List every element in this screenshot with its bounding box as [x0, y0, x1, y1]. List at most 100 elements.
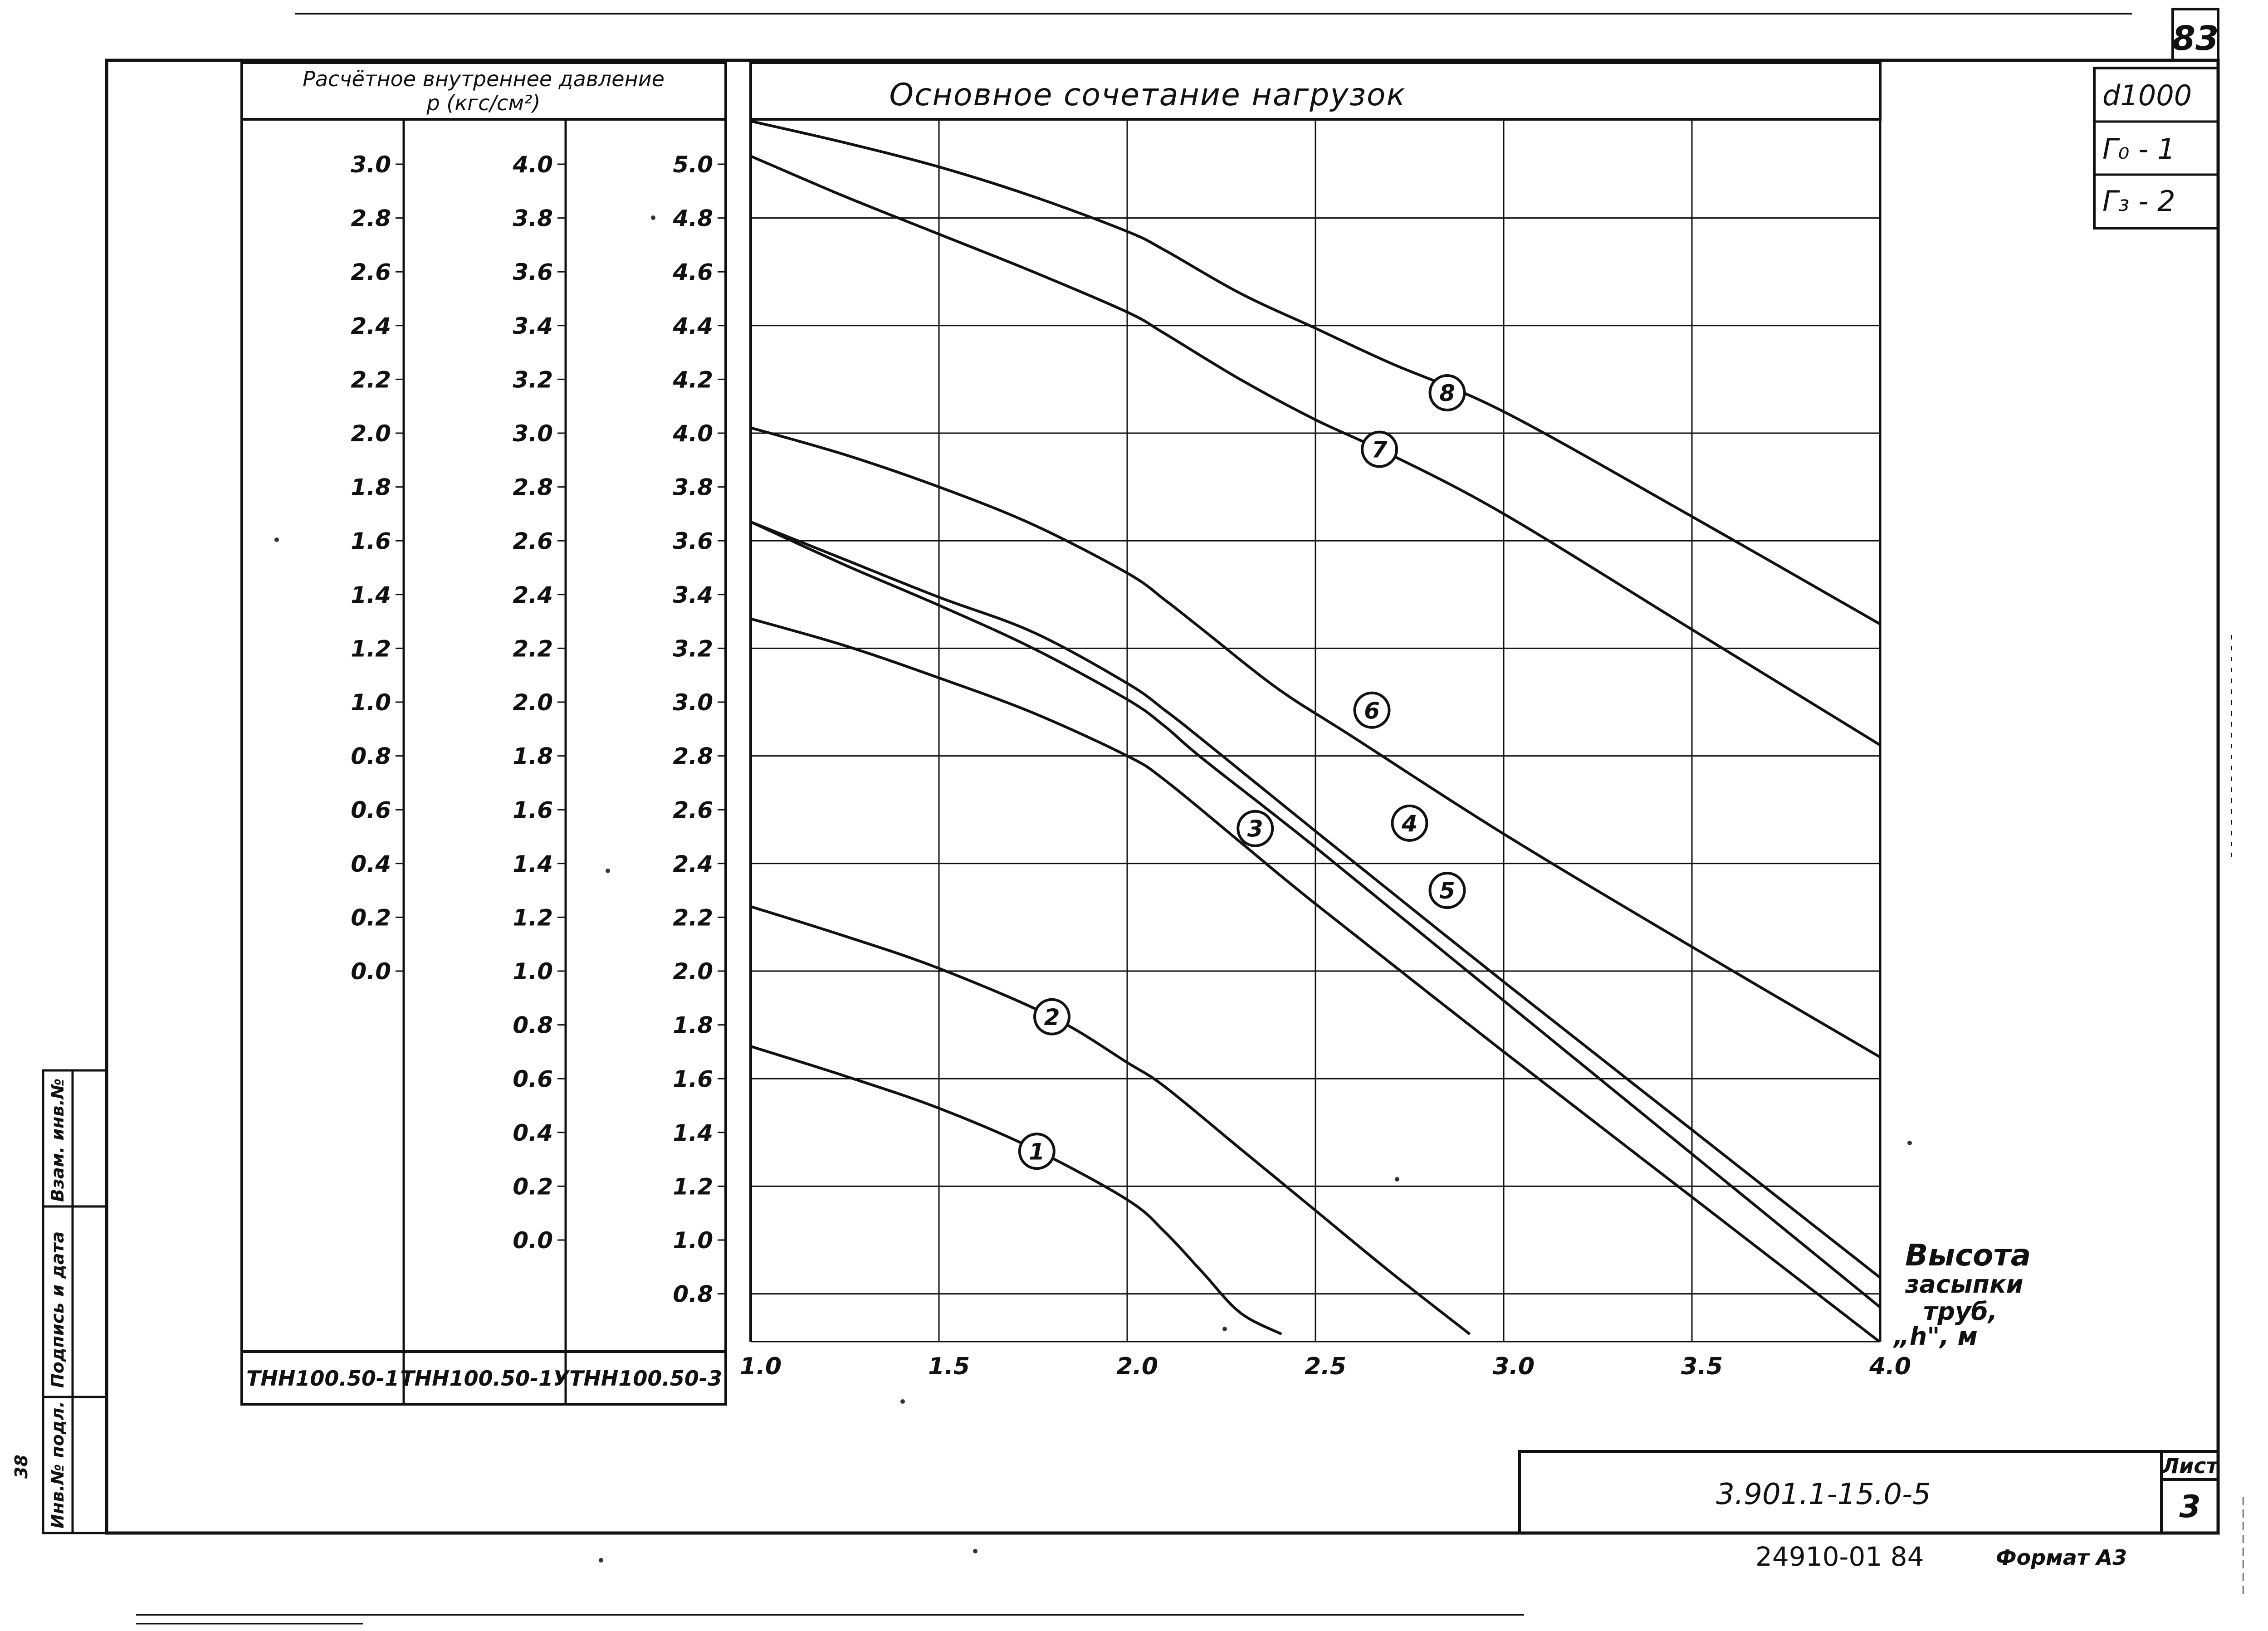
pressure-tick-label: 1.4 [351, 582, 391, 608]
pressure-table [240, 61, 727, 1406]
pressure-tick-label: 2.6 [351, 259, 391, 285]
format-label: Формат А3 [1996, 1545, 2127, 1570]
pressure-tick-label: 2.0 [351, 420, 391, 447]
pressure-tick-label: 3.2 [513, 366, 553, 393]
pressure-tick-label: 2.4 [351, 313, 391, 339]
pressure-tick-label: 1.8 [351, 474, 391, 501]
curve-marker-4 [1391, 804, 1428, 842]
footer-code: 24910-01 84 [1755, 1541, 1924, 1572]
pressure-tick-label: 0.4 [513, 1120, 553, 1146]
doc-code: 3.901.1-15.0-5 [1716, 1478, 1931, 1511]
pressure-tick-label: 1.2 [351, 635, 391, 662]
chart-grid [750, 119, 1881, 1343]
side-label-sign: Подпись и дата [48, 1231, 68, 1388]
pressure-tick-label: 2.0 [673, 958, 713, 985]
pressure-header-line1: Расчётное внутреннее давление [303, 67, 665, 91]
pressure-tick-label: 3.8 [513, 205, 553, 232]
stamp-g3: Г₃ - 2 [2102, 185, 2175, 218]
pressure-tick-label: 3.4 [513, 313, 553, 339]
curve-2 [751, 905, 1471, 1335]
pressure-tick-label: 1.8 [513, 743, 553, 770]
curve-label-6: 6 [1364, 698, 1380, 724]
pressure-scale-name: ТНН100.50-1У [400, 1366, 570, 1391]
pressure-tick-label: 2.6 [673, 797, 713, 823]
pressure-tick-label: 0.2 [513, 1173, 553, 1200]
pressure-tick-label: 0.0 [351, 958, 391, 985]
pressure-tick-label: 2.8 [673, 743, 713, 770]
pressure-tick-label: 4.4 [672, 313, 713, 339]
chart-curves: 1 2 3 4 5 6 7 8 [751, 120, 1880, 1342]
pressure-tick-label: 3.0 [673, 689, 713, 716]
sheet-label: Лист [2161, 1454, 2219, 1478]
side-mark: 38 [11, 1455, 31, 1479]
curve-label-7: 7 [1372, 437, 1388, 463]
title-block [1518, 1450, 2219, 1534]
curve-label-4: 4 [1401, 811, 1418, 837]
sheet-frame [105, 8, 2244, 1625]
side-label-inv: Инв.№ подл. [48, 1401, 68, 1528]
pressure-tick-label: 0.0 [513, 1227, 553, 1254]
scan-specks [274, 215, 1912, 1563]
pressure-tick-label: 4.0 [672, 420, 713, 447]
stamp-g0: Г₀ - 1 [2102, 132, 2175, 166]
curve-7 [751, 155, 1880, 747]
pressure-tick-label: 1.0 [351, 689, 391, 716]
curve-6 [751, 426, 1880, 1059]
curve-5 [751, 520, 1880, 1309]
pressure-scale-name: ТНН100.50-1 [246, 1366, 399, 1391]
x-axis-label: Высота засыпки труб, „h", м [1893, 1238, 2031, 1351]
pressure-tick-label: 3.0 [513, 420, 553, 447]
pressure-tick-label: 1.4 [673, 1120, 713, 1146]
pressure-tick-label: 0.8 [351, 743, 391, 770]
pressure-tick-label: 2.0 [513, 689, 553, 716]
pressure-tick-label: 1.2 [513, 904, 553, 931]
curve-marker-2 [1033, 998, 1070, 1035]
sheet-value: 3 [2179, 1489, 2200, 1525]
curve-marker-3 [1237, 810, 1274, 847]
pressure-tick-label: 4.2 [672, 366, 713, 393]
sheet-number: 83 [2172, 19, 2219, 58]
pressure-tick-label: 3.0 [351, 151, 391, 178]
curve-8 [751, 120, 1880, 625]
chart-title: Основное сочетание нагрузок [889, 77, 1406, 113]
pressure-tick-label: 1.8 [673, 1012, 713, 1039]
pressure-tick-label: 4.8 [672, 205, 713, 232]
pressure-tick-label: 3.6 [673, 528, 713, 554]
pressure-tick-label: 1.2 [673, 1173, 713, 1200]
curve-label-1: 1 [1029, 1138, 1045, 1165]
pressure-tick-label: 0.8 [673, 1281, 713, 1308]
pressure-tick-label: 1.4 [513, 851, 553, 877]
x-tick-label: 1.0 [740, 1353, 782, 1380]
pressure-tick-label: 2.4 [513, 582, 553, 608]
curve-marker-5 [1428, 872, 1466, 909]
pressure-tick-label: 0.8 [513, 1012, 553, 1039]
pressure-tick-label: 1.6 [351, 528, 391, 554]
curve-marker-8 [1428, 374, 1466, 412]
curve-label-8: 8 [1439, 380, 1455, 406]
x-tick-label: 3.5 [1681, 1353, 1723, 1380]
x-tick-labels: 1.0 1.5 2.0 2.5 3.0 3.5 4.0 [740, 1353, 1911, 1380]
curve-label-5: 5 [1439, 878, 1455, 904]
stamp-diameter: d1000 [2102, 79, 2192, 112]
x-axis-label-line3: труб, [1923, 1297, 1997, 1326]
pressure-tick-label: 2.8 [351, 205, 391, 232]
curve-1 [751, 1045, 1282, 1336]
pressure-tick-label: 2.4 [673, 851, 713, 877]
pressure-tick-label: 2.6 [513, 528, 553, 554]
pressure-tick-label: 3.6 [513, 259, 553, 285]
curve-marker-6 [1353, 691, 1391, 729]
curve-marker-1 [1018, 1133, 1056, 1170]
curve-label-3: 3 [1247, 816, 1263, 842]
x-tick-label: 3.0 [1493, 1353, 1535, 1380]
pressure-tick-label: 1.0 [513, 958, 553, 985]
x-axis-label-line4: „h", м [1893, 1322, 1978, 1351]
pressure-tick-label: 3.2 [673, 635, 713, 662]
x-tick-label: 4.0 [1869, 1353, 1911, 1380]
side-label-replace: Взам. инв.№ [48, 1079, 68, 1202]
pressure-tick-label: 0.6 [351, 797, 391, 823]
pressure-header-line2: p (кгс/см²) [426, 91, 541, 115]
pressure-scale-name: ТНН100.50-3 [569, 1366, 722, 1391]
pressure-tick-label: 2.2 [673, 904, 713, 931]
x-tick-label: 2.0 [1116, 1353, 1158, 1380]
